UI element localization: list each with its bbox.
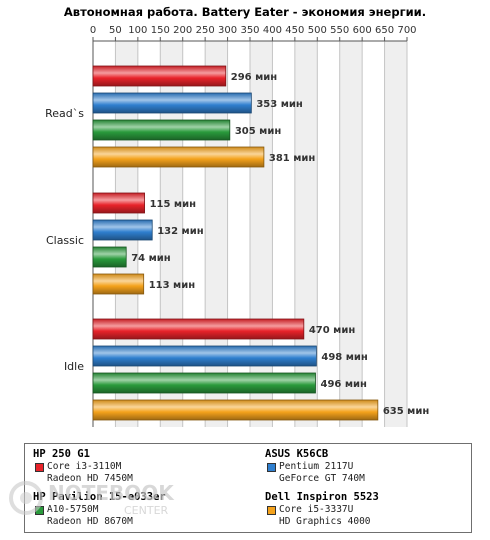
- x-tick-label: 0: [90, 25, 96, 36]
- category-label: Classic: [46, 234, 84, 247]
- legend-name: ASUS K56CB: [265, 448, 329, 460]
- bar: [92, 246, 127, 268]
- bar: [92, 119, 231, 141]
- grid-band: [339, 41, 363, 427]
- x-tick-label: 100: [128, 25, 147, 36]
- svg-text:CENTER: CENTER: [124, 504, 169, 517]
- data-label: 635 мин: [383, 406, 430, 417]
- x-tick-label: 400: [263, 25, 282, 36]
- data-label: 353 мин: [256, 99, 303, 110]
- data-label: 470 мин: [309, 325, 356, 336]
- legend-entry-dell: Dell Inspiron 5523 Core i5-3337U HD Grap…: [265, 491, 485, 528]
- x-tick-label: 200: [173, 25, 192, 36]
- legend-spec: GeForce GT 740M: [279, 473, 365, 484]
- x-tick-label: 600: [353, 25, 372, 36]
- legend-swatch: [35, 463, 44, 472]
- bar: [92, 92, 252, 114]
- data-label: 296 мин: [231, 72, 278, 83]
- legend-swatch: [267, 506, 276, 515]
- legend-spec: HD Graphics 4000: [279, 516, 371, 527]
- x-tick-label: 550: [330, 25, 349, 36]
- legend-spec: Radeon HD 8670M: [47, 516, 133, 527]
- category-label: Read`s: [45, 107, 84, 120]
- legend-entry-hp-250: HP 250 G1 Core i3-3110M Radeon HD 7450M: [33, 448, 253, 485]
- legend-spec: Pentium 2117U: [265, 461, 485, 473]
- notebookcenter-watermark: NOTEBOOK CENTER: [9, 481, 175, 517]
- x-tick-label: 350: [240, 25, 259, 36]
- x-tick-label: 300: [218, 25, 237, 36]
- x-tick-label: 250: [196, 25, 215, 36]
- data-label: 305 мин: [235, 126, 282, 137]
- data-label: 498 мин: [321, 352, 368, 363]
- data-label: 496 мин: [320, 379, 367, 390]
- battery-chart: Автономная работа. Battery Eater - эконо…: [45, 5, 430, 427]
- legend-swatch: [267, 463, 276, 472]
- bar: [92, 318, 305, 340]
- legend-name: Dell Inspiron 5523: [265, 491, 379, 503]
- legend-spec: Core i5-3337U: [265, 504, 485, 516]
- legend-spec: Core i3-3110M: [33, 461, 253, 473]
- data-label: 113 мин: [149, 280, 196, 291]
- x-tick-label: 450: [285, 25, 304, 36]
- legend-name: HP Pavilion 15-e033er: [33, 491, 166, 503]
- bar: [92, 345, 317, 367]
- x-tick-label: 500: [308, 25, 327, 36]
- data-label: 132 мин: [157, 226, 204, 237]
- data-label: 381 мин: [269, 153, 316, 164]
- svg-text:NOTEBOOK: NOTEBOOK: [48, 481, 175, 505]
- bar: [92, 273, 145, 295]
- bar: [92, 399, 379, 421]
- data-label: 74 мин: [131, 253, 171, 264]
- legend: HP 250 G1 Core i3-3110M Radeon HD 7450M …: [24, 443, 472, 533]
- grid-band: [384, 41, 407, 427]
- x-tick-label: 700: [397, 25, 416, 36]
- x-tick-label: 50: [109, 25, 122, 36]
- x-tick-label: 650: [375, 25, 394, 36]
- x-tick-label: 150: [151, 25, 170, 36]
- data-label: 115 мин: [150, 199, 197, 210]
- category-label: Idle: [64, 360, 84, 373]
- legend-spec: Radeon HD 7450M: [47, 473, 133, 484]
- legend-entry-asus: ASUS K56CB Pentium 2117U GeForce GT 740M: [265, 448, 485, 485]
- bar: [92, 146, 265, 168]
- bar: [92, 192, 145, 214]
- bar: [92, 65, 227, 87]
- chart-title: Автономная работа. Battery Eater - эконо…: [64, 5, 426, 19]
- bar: [92, 219, 153, 241]
- legend-entry-hp-pavilion: HP Pavilion 15-e033er A10-5750M Radeon H…: [33, 491, 253, 528]
- bar: [92, 372, 316, 394]
- legend-name: HP 250 G1: [33, 448, 90, 460]
